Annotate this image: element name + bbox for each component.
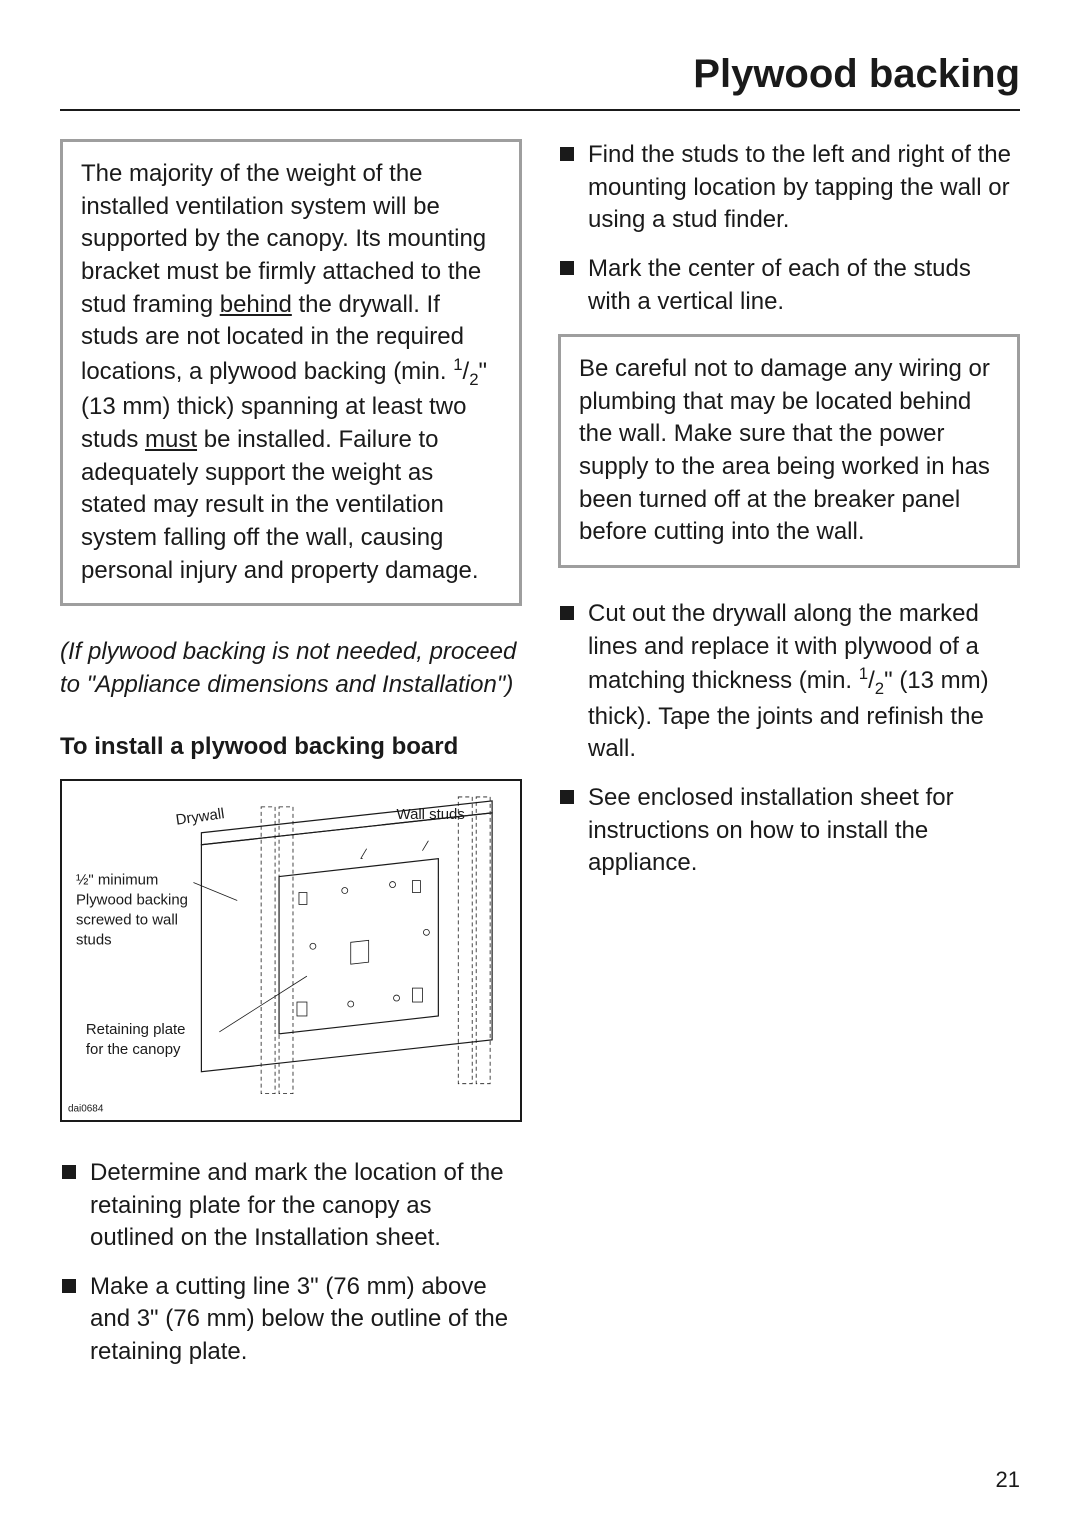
left-column: The majority of the weight of the instal… bbox=[60, 139, 522, 1385]
right-step-b1-frac: 1/2 bbox=[859, 667, 884, 694]
frac-den: 2 bbox=[469, 370, 478, 389]
left-step-1: Determine and mark the location of the r… bbox=[60, 1157, 522, 1255]
fig-plywood-l2: Plywood backing bbox=[76, 892, 188, 909]
fig-code: dai0684 bbox=[68, 1104, 104, 1115]
callout-underline-behind: behind bbox=[220, 291, 292, 318]
fig-plywood-l3: screwed to wall bbox=[76, 912, 178, 929]
columns: The majority of the weight of the instal… bbox=[60, 139, 1020, 1385]
weight-warning-callout: The majority of the weight of the instal… bbox=[60, 139, 522, 606]
right-steps-b: Cut out the drywall along the marked lin… bbox=[558, 598, 1020, 880]
plywood-figure: Drywall Wall studs ½" minimum Plywood ba… bbox=[60, 779, 522, 1122]
callout-underline-must: must bbox=[145, 426, 197, 453]
page-number: 21 bbox=[996, 1467, 1020, 1493]
right-step-b1: Cut out the drywall along the marked lin… bbox=[558, 598, 1020, 766]
page-title: Plywood backing bbox=[60, 52, 1020, 97]
fig-plywood-l4: studs bbox=[76, 932, 112, 949]
wiring-warning-callout: Be careful not to damage any wiring or p… bbox=[558, 334, 1020, 568]
title-rule bbox=[60, 109, 1020, 111]
fig-wallstuds-label: Wall studs bbox=[397, 806, 465, 823]
callout-fraction: 1/2 bbox=[453, 358, 478, 385]
fig-plywood-l1: ½" minimum bbox=[76, 872, 158, 889]
left-step-2: Make a cutting line 3" (76 mm) above and… bbox=[60, 1271, 522, 1369]
fig-drywall-label: Drywall bbox=[175, 806, 226, 830]
right-step-a1: Find the studs to the left and right of … bbox=[558, 139, 1020, 237]
install-subhead: To install a plywood backing board bbox=[60, 733, 522, 761]
page: Plywood backing The majority of the weig… bbox=[0, 0, 1080, 1529]
fig-retain-l2: for the canopy bbox=[86, 1041, 181, 1058]
frac-num: 1 bbox=[453, 355, 462, 374]
skip-note: (If plywood backing is not needed, proce… bbox=[60, 636, 522, 701]
right-column: Find the studs to the left and right of … bbox=[558, 139, 1020, 1385]
fig-retain-l1: Retaining plate bbox=[86, 1021, 186, 1038]
right-steps-a: Find the studs to the left and right of … bbox=[558, 139, 1020, 318]
frac-den-2: 2 bbox=[875, 679, 884, 698]
left-steps: Determine and mark the location of the r… bbox=[60, 1157, 522, 1369]
right-step-a2: Mark the center of each of the studs wit… bbox=[558, 253, 1020, 318]
right-step-b2: See enclosed installation sheet for inst… bbox=[558, 782, 1020, 880]
frac-num-2: 1 bbox=[859, 664, 868, 683]
